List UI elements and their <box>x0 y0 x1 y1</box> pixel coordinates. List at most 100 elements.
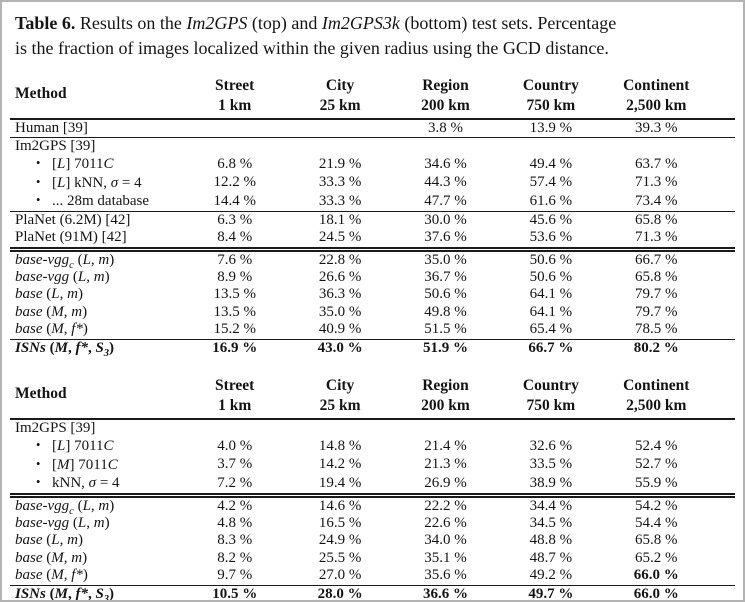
method-label-part: base <box>15 532 43 549</box>
table-row: • [L] 7011C 6.8 % 21.9 % 34.6 % 49.4 % 63.7 % <box>10 155 735 173</box>
method-label-part: ( <box>69 514 78 531</box>
column-header: Region 200 km <box>392 372 499 420</box>
method-label-part: PlaNet (6.2M) [42] <box>15 211 131 228</box>
column-radius: 750 km <box>526 96 576 114</box>
method-cell: base-vgg (L, m) <box>10 269 182 286</box>
method-label-part: , <box>90 251 99 268</box>
method-label-part: base-vgg <box>15 251 70 268</box>
value-cell: 36.6 % <box>422 585 468 602</box>
spacer-cell <box>709 211 735 229</box>
value-cell: 49.2 % <box>498 567 604 586</box>
method-cell: base (L, m) <box>10 532 182 549</box>
value-cell: 14.4 % <box>182 192 288 212</box>
method-label-part: ) <box>82 303 88 320</box>
value-cell: 65.8 % <box>635 268 678 285</box>
method-cell: Human [39] <box>10 118 182 139</box>
spacer-cell <box>709 118 735 139</box>
value-cell <box>498 419 603 437</box>
method-label-part: L <box>82 497 91 514</box>
column-header: Continent 2,500 km <box>603 72 709 120</box>
method-column-header: Method <box>10 372 182 420</box>
method-label-part: f* <box>71 321 83 338</box>
spacer-cell <box>709 269 735 286</box>
method-cell: • ... 28m database <box>10 192 182 212</box>
method-label-part: m <box>71 549 83 566</box>
method-label-part: m <box>98 497 110 514</box>
value-cell: 15.2 % <box>182 321 288 340</box>
column-header: City 25 km <box>287 72 393 120</box>
value-cell: 66.7 % <box>635 251 678 268</box>
method-label-part: base-vgg <box>15 514 70 531</box>
spacer-cell <box>709 138 735 156</box>
column-header: Continent 2,500 km <box>603 372 709 420</box>
table-caption: Table 6. Results on the Im2GPS (top) and… <box>15 11 733 61</box>
method-label-part: ) <box>82 549 88 566</box>
method-label-part: M <box>51 567 64 584</box>
value-cell <box>604 419 709 437</box>
spacer-cell <box>709 532 735 549</box>
method-label-part: ... 28m database <box>52 193 150 210</box>
value-cell: 3.7 % <box>217 456 253 473</box>
method-cell: • kNN, σ = 4 <box>10 474 182 498</box>
value-cell: 57.4 % <box>529 174 573 191</box>
method-cell: Im2GPS [39] <box>10 419 182 437</box>
value-cell: 13.5 % <box>213 286 256 303</box>
bullet-icon: • <box>36 193 41 208</box>
method-label-part: = 4 <box>96 475 120 492</box>
method-cell: base-vgg (L, m) <box>10 515 182 532</box>
table-row: ISNs (M, f*, S3) 10.5 % 28.0 % 36.6 % 49.7 %… <box>10 585 735 602</box>
method-label-part: base-vgg <box>15 268 70 285</box>
value-cell: 36.7 % <box>424 268 467 285</box>
value-cell: 48.7 % <box>529 549 573 566</box>
value-cell: 28.0 % <box>317 585 363 602</box>
column-radius: 200 km <box>421 396 470 414</box>
method-label-part: ( <box>42 286 52 303</box>
method-cell: base-vggc (L, m) <box>10 495 182 517</box>
method-label-part: m <box>93 268 105 285</box>
value-cell: 53.6 % <box>498 229 604 252</box>
header-row: Method Street 1 km City 25 km Region 200 km Cou… <box>10 72 735 120</box>
method-label-part: Im2GPS [39] <box>15 419 96 436</box>
value-cell: 78.5 % <box>603 321 709 340</box>
method-label-part: , <box>63 321 72 338</box>
value-cell: 8.3 % <box>217 532 253 549</box>
bullet-icon: • <box>36 156 41 171</box>
value-cell: 22.8 % <box>318 251 362 268</box>
method-label-part: base <box>15 286 43 303</box>
bullet-icon: • <box>36 456 41 471</box>
method-label-part: ] 7011 <box>65 156 104 173</box>
value-cell: 40.9 % <box>287 321 393 340</box>
method-label-part: f* <box>71 567 83 584</box>
value-cell: 9.7 % <box>182 567 288 586</box>
table-header: Method Street 1 km City 25 km Region 200 km Cou… <box>10 372 735 420</box>
value-cell: 21.9 % <box>318 155 362 172</box>
method-label-part: C <box>103 438 114 455</box>
method-label-part: ) <box>82 567 88 584</box>
method-cell: base (M, m) <box>10 304 182 321</box>
value-cell: 8.9 % <box>217 268 253 285</box>
column-header: Street 1 km <box>182 72 288 120</box>
value-cell: 73.4 % <box>603 192 709 212</box>
table-row: ISNs (M, f*, S3) 16.9 % 43.0 % 51.9 % 66.7 %… <box>10 339 735 359</box>
column-radius: 750 km <box>526 396 576 414</box>
method-label-part: [ <box>52 456 57 473</box>
spacer-cell <box>709 192 735 212</box>
value-cell: 66.0 % <box>633 585 679 602</box>
method-label-part: ( <box>42 303 52 320</box>
method-label-part: ISNs <box>15 585 46 602</box>
value-cell <box>287 138 392 156</box>
method-label-part: M <box>51 549 64 566</box>
table-row: base (L, m) 13.5 % 36.3 % 50.6 % 64.1 % 79.7 … <box>10 286 735 303</box>
column-name: Continent <box>623 76 690 94</box>
method-label-part: L <box>57 174 66 191</box>
table-row: base-vgg (L, m) 8.9 % 26.6 % 36.7 % 50.6 % 65… <box>10 269 735 286</box>
method-cell: base (M, m) <box>10 550 182 567</box>
method-label-part: , <box>63 303 72 320</box>
value-cell: 6.8 % <box>217 155 253 172</box>
method-label-part: S <box>95 339 104 356</box>
value-cell: 64.1 % <box>529 303 573 320</box>
method-label-part: ) <box>109 251 115 268</box>
method-label-part: c <box>69 505 74 517</box>
table-row: base (M, f*) 9.7 % 27.0 % 35.6 % 49.2 % 66.0 … <box>10 567 735 586</box>
